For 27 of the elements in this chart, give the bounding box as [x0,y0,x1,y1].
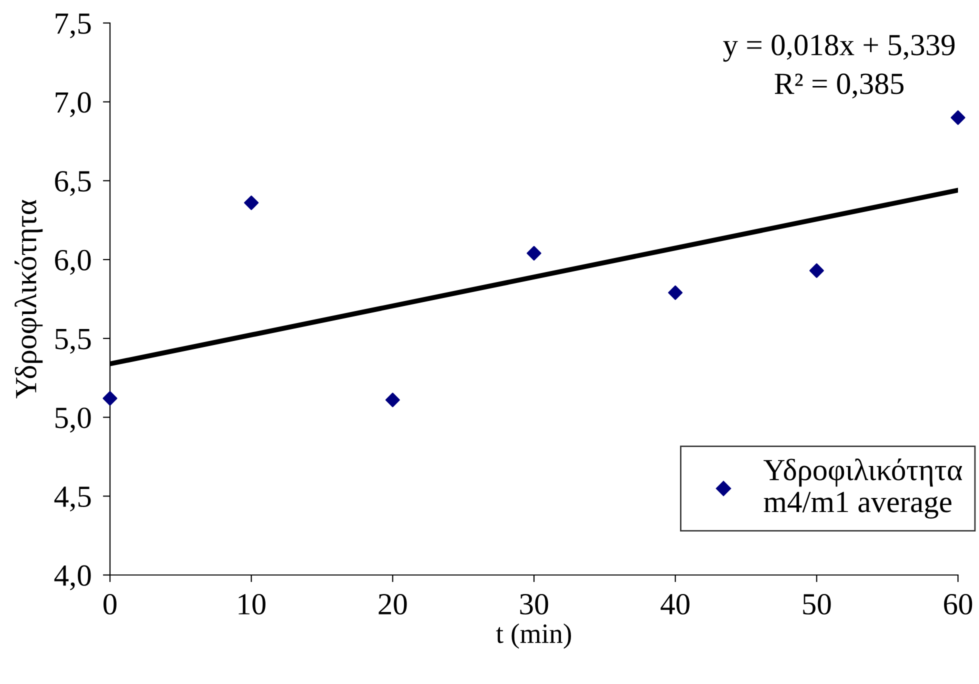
y-tick-label: 6,5 [55,171,91,196]
x-tick-label: 30 [520,594,548,615]
legend-label: Υδροφιλικότητα m4/m1 average [764,458,962,519]
x-tick-label: 0 [104,594,116,615]
point [385,392,400,408]
y-tick-label: 7,5 [56,14,91,38]
x-tick-label: 60 [944,594,972,615]
y-tick-label: 4,0 [54,565,91,590]
point [244,196,259,210]
x-tick-label: 20 [378,594,407,615]
y-tick-label: 7,0 [56,92,91,118]
point [950,110,966,125]
point [809,263,824,278]
point [668,285,683,300]
y-tick-label: 5,0 [56,408,91,433]
y-axis-title: Υδροφιλικότητα [14,200,43,398]
point [526,246,542,261]
x-tick-label: 40 [660,594,690,615]
annotation: y = 0,018x + 5,339 [723,34,955,62]
annotation: R² = 0,385 [774,74,904,99]
y-tick-label: 6,0 [55,250,91,275]
y-tick-label: 5,5 [56,329,91,354]
y-tick-label: 4,5 [54,486,91,512]
x-tick-label: 50 [803,594,831,615]
x-axis-title: t (min) [496,624,571,649]
point [102,391,118,406]
x-tick-label: 10 [238,594,266,615]
